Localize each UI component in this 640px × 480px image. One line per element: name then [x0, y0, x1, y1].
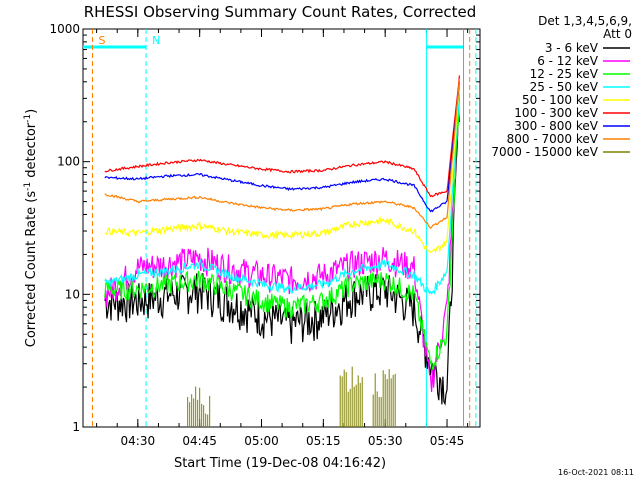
legend-label: 25 - 50 keV [530, 80, 599, 94]
y-tick-label: 1000 [49, 22, 80, 36]
marker-label-n: N [152, 34, 160, 47]
y-tick-label: 1 [72, 420, 80, 434]
legend-label: 800 - 7000 keV [507, 132, 599, 146]
x-tick-label: 05:45 [430, 434, 465, 448]
plot-frame [82, 28, 481, 428]
x-axis-label: Start Time (19-Dec-08 04:16:42) [174, 456, 386, 471]
y-tick-label: 100 [57, 155, 80, 169]
footer-date: 16-Oct-2021 08:11 [558, 468, 634, 477]
legend-label: 3 - 6 keV [545, 41, 599, 55]
series-lines [104, 75, 460, 427]
x-tick-label: 05:15 [306, 434, 341, 448]
series-line-6-12keV [104, 97, 460, 393]
x-tick-label: 04:45 [182, 434, 217, 448]
series-line-100-300keV [104, 75, 460, 198]
x-tick-label: 05:00 [244, 434, 279, 448]
series-line-300-800keV [104, 81, 460, 213]
legend-label: 100 - 300 keV [514, 106, 598, 120]
axes: 1 10 100 1000 04:30 04:45 05:00 05:15 05:30 05:45 [49, 22, 480, 448]
series-line-25-50keV [104, 85, 460, 296]
series-line-3-6keV [104, 107, 460, 406]
marker-label-s: S [98, 34, 105, 47]
legend-header-line1: Det 1,3,4,5,6,9, [538, 14, 632, 28]
legend-label: 7000 - 15000 keV [491, 145, 598, 159]
legend-label: 6 - 12 keV [537, 54, 599, 68]
legend-header-line2: Att 0 [603, 27, 632, 41]
y-tick-label: 10 [65, 287, 80, 301]
x-tick-label: 04:30 [121, 434, 156, 448]
legend-label: 50 - 100 keV [522, 93, 599, 107]
legend-label: 300 - 800 keV [514, 119, 598, 133]
series-line-800-7000keV [104, 79, 460, 229]
chart-title: RHESSI Observing Summary Count Rates, Co… [84, 3, 477, 21]
series-line-12-25keV [104, 93, 460, 370]
x-tick-label: 05:30 [368, 434, 403, 448]
legend-label: 12 - 25 keV [530, 67, 599, 81]
y-axis-label: Corrected Count Rate (s-1 detector-1) [23, 109, 39, 347]
series-line-50-100keV [104, 86, 460, 254]
